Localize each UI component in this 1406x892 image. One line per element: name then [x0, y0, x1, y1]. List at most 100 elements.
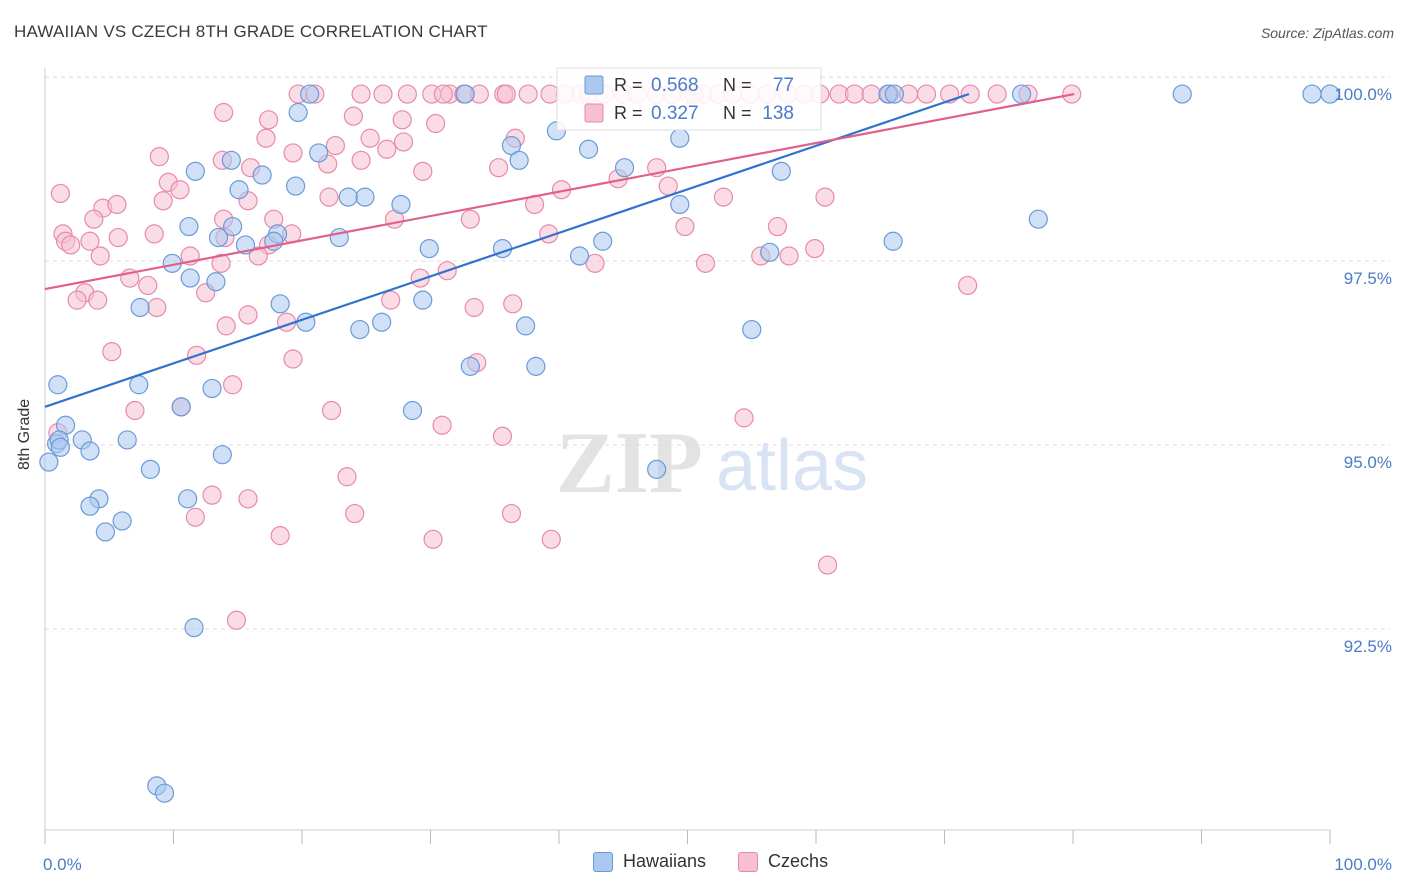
hawaiian-point-16 [185, 161, 205, 181]
hawaiian-point-73 [48, 375, 68, 395]
czech-point-101 [779, 246, 799, 266]
czech-point-3 [373, 84, 393, 104]
czech-point-95 [90, 246, 110, 266]
hawaiian-point-61 [178, 489, 198, 509]
hawaiian-point-32 [760, 242, 780, 262]
hawaiian-point-18 [285, 176, 306, 196]
hawaiian-point-46 [350, 319, 370, 340]
czech-point-109 [381, 290, 401, 310]
hawaiian-point-20 [229, 180, 249, 200]
czech-point-41 [433, 84, 453, 104]
legend-swatch-czechs [738, 851, 759, 872]
chart-title: HAWAIIAN VS CZECH 8TH GRADE CORRELATION … [14, 22, 488, 41]
czech-point-54 [377, 139, 397, 159]
czech-point-75 [84, 209, 104, 229]
hawaiian-point-14 [221, 150, 241, 170]
hawaiian-point-62 [80, 496, 100, 516]
czech-point-126 [492, 426, 513, 446]
hawaiian-point-74 [129, 375, 149, 395]
hawaiian-point-72 [372, 312, 392, 332]
hawaiian-point-64 [95, 522, 115, 542]
hawaiian-point-23 [391, 194, 411, 215]
czech-point-42 [496, 84, 516, 104]
n-label-0: N = [723, 75, 752, 95]
czech-point-117 [102, 342, 122, 362]
czech-point-119 [283, 349, 303, 369]
czech-point-66 [713, 187, 734, 207]
hawaiian-point-58 [140, 459, 160, 479]
hawaiians-points [39, 84, 1340, 803]
czech-point-136 [423, 529, 443, 549]
czech-point-108 [238, 305, 258, 325]
hawaiian-point-75 [883, 231, 903, 251]
hawaiian-point-1 [455, 84, 475, 104]
czech-point-10 [518, 84, 538, 104]
hawaiian-point-49 [526, 356, 546, 376]
hawaiian-point-40 [206, 272, 226, 292]
czech-point-106 [138, 275, 158, 296]
hawaiian-point-59 [647, 459, 667, 479]
hawaiian-point-69 [39, 452, 59, 472]
n-label-1: N = [723, 103, 752, 123]
y-tick-label-1: 95.0% [1344, 453, 1392, 472]
czech-point-50 [393, 132, 414, 152]
czech-point-36 [960, 84, 980, 104]
hawaiian-point-24 [670, 194, 690, 215]
czech-point-121 [223, 375, 243, 395]
hawaiian-point-67 [154, 783, 175, 803]
legend-label-hawaiians: Hawaiians [623, 851, 707, 871]
correlation-swatch-0 [584, 75, 604, 95]
hawaiian-point-35 [208, 227, 229, 248]
hawaiian-point-29 [593, 231, 613, 251]
hawaiian-point-31 [569, 246, 590, 266]
czech-point-80 [460, 209, 480, 229]
czech-point-135 [270, 526, 290, 546]
hawaiian-point-52 [402, 400, 423, 421]
r-value-1: 0.327 [651, 103, 699, 124]
czech-point-86 [61, 235, 81, 255]
hawaiian-point-55 [117, 430, 137, 450]
tick-labels: 92.5% 95.0% 97.5% 100.0% 0.0% 100.0% [43, 85, 1392, 874]
hawaiians-trend-line [44, 93, 970, 408]
hawaiian-point-8 [288, 102, 308, 123]
y-tick-label-2: 97.5% [1344, 269, 1392, 288]
czech-point-46 [392, 110, 412, 130]
hawaiian-point-50 [202, 378, 222, 399]
czech-point-102 [805, 239, 825, 259]
czech-point-47 [426, 113, 446, 134]
czech-point-49 [360, 128, 380, 148]
czech-point-130 [202, 485, 222, 505]
hawaiian-point-7 [1320, 84, 1340, 104]
czech-point-114 [88, 290, 108, 310]
r-value-0: 0.568 [651, 75, 699, 96]
hawaiian-point-12 [309, 143, 329, 163]
czech-point-96 [410, 268, 430, 288]
legend-item-hawaiians[interactable]: Hawaiians [593, 851, 706, 872]
czech-point-44 [258, 110, 279, 130]
hawaiian-point-43 [413, 290, 433, 310]
czech-point-69 [153, 191, 173, 211]
czech-point-133 [501, 503, 522, 524]
hawaiian-point-15 [509, 150, 529, 170]
legend-swatch-hawaiians [593, 851, 613, 872]
czech-point-129 [337, 467, 357, 487]
legend-item-czechs[interactable]: Czechs [738, 851, 828, 872]
hawaiian-point-76 [614, 158, 635, 178]
czech-point-140 [50, 183, 71, 204]
hawaiian-point-36 [179, 216, 199, 237]
hawaiian-point-5 [1172, 84, 1192, 104]
source-label: Source: ZipAtlas.com [1260, 25, 1394, 41]
czech-point-112 [503, 294, 523, 314]
legend-label-czechs: Czechs [768, 851, 829, 871]
czech-point-122 [125, 400, 145, 421]
czech-point-74 [107, 194, 127, 215]
czechs-points [48, 84, 1082, 630]
hawaiian-point-6 [1302, 84, 1322, 104]
hawaiian-point-10 [670, 128, 690, 148]
hawaiian-point-25 [1028, 209, 1048, 229]
correlation-swatch-1 [584, 103, 604, 123]
czech-point-113 [67, 290, 87, 310]
y-tick-label-0: 92.5% [1344, 637, 1392, 656]
hawaiian-point-13 [578, 139, 599, 159]
